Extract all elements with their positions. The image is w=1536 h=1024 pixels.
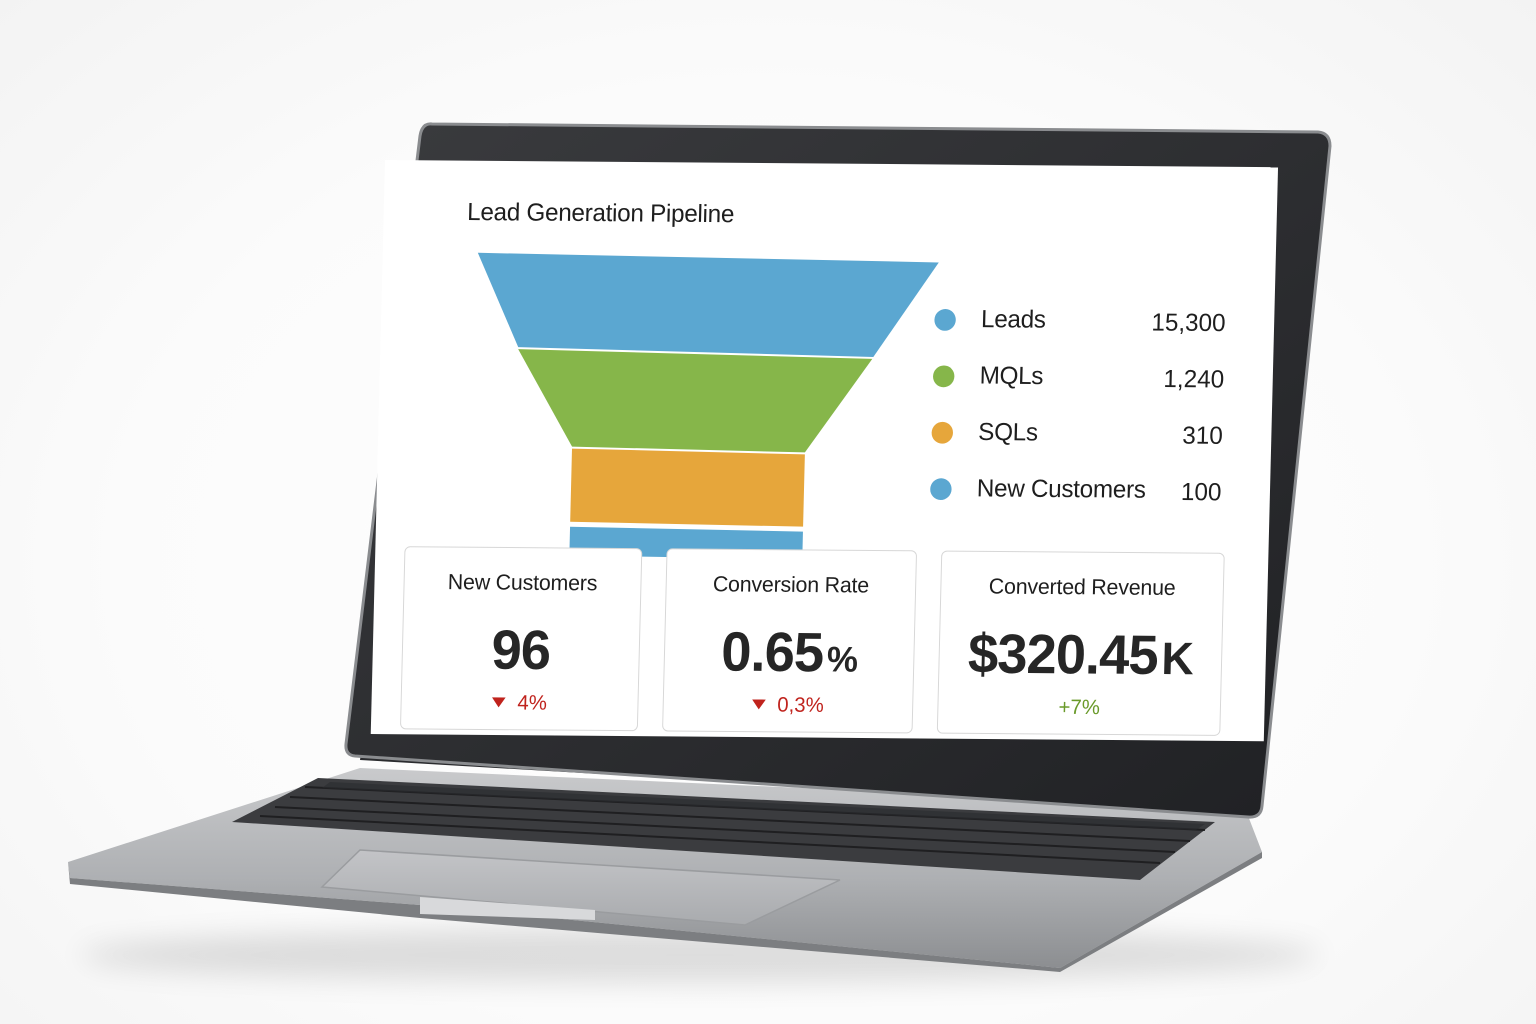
kpi-value-number: $320.45 xyxy=(967,622,1159,686)
kpi-value: 96 xyxy=(402,616,639,682)
legend-item[interactable]: SQLs 310 xyxy=(931,416,1224,475)
legend-item[interactable]: MQLs 1,240 xyxy=(932,359,1225,418)
kpi-title: Conversion Rate xyxy=(712,571,870,598)
legend-item[interactable]: New Customers 100 xyxy=(929,472,1222,531)
legend-value: 310 xyxy=(1181,421,1224,450)
kpi-card-conversion-rate[interactable]: Conversion Rate 0.65% 0,3% xyxy=(662,548,918,734)
funnel-legend: Leads 15,300 MQLs 1,240 SQLs 310 New Customers… xyxy=(929,303,1226,531)
trackpad xyxy=(320,849,841,926)
legend-value: 15,300 xyxy=(1151,308,1226,338)
kpi-value-unit: % xyxy=(826,638,858,680)
funnel-stage-leads[interactable] xyxy=(475,252,939,358)
kpi-value: 0.65% xyxy=(664,619,914,685)
trend-down-icon xyxy=(751,699,766,710)
kpi-change: 4% xyxy=(401,691,637,717)
funnel-stage-mqls[interactable] xyxy=(516,349,873,453)
legend-value: 100 xyxy=(1180,478,1222,507)
legend-dot-icon xyxy=(929,478,952,501)
kpi-change-text: +7% xyxy=(1058,695,1101,720)
legend-dot-icon xyxy=(932,365,955,388)
kpi-title: New Customers xyxy=(447,569,598,596)
kpi-change: 0,3% xyxy=(663,693,912,719)
laptop-notch xyxy=(420,897,595,920)
legend-dot-icon xyxy=(931,421,954,444)
keyboard-key-caps xyxy=(322,782,1205,830)
kpi-card-new-customers[interactable]: New Customers 96 4% xyxy=(399,546,643,732)
kpi-change: +7% xyxy=(938,695,1220,721)
legend-dot-icon xyxy=(934,308,957,331)
dashboard-screen: Lead Generation Pipeline Leads 15,300 MQLs… xyxy=(370,160,1279,742)
kpi-title: Converted Revenue xyxy=(988,573,1176,600)
legend-label: Leads xyxy=(980,305,1047,334)
legend-label: New Customers xyxy=(976,474,1147,504)
trend-down-icon xyxy=(492,697,506,708)
legend-value: 1,240 xyxy=(1163,365,1225,394)
kpi-card-converted-revenue[interactable]: Converted Revenue $320.45K +7% xyxy=(936,550,1225,736)
kpi-value-number: 0.65 xyxy=(720,620,825,684)
kpi-value-number: 96 xyxy=(490,618,551,682)
kpi-value: $320.45K xyxy=(939,621,1222,688)
legend-label: SQLs xyxy=(977,418,1039,447)
kpi-change-text: 0,3% xyxy=(777,693,825,717)
legend-item[interactable]: Leads 15,300 xyxy=(933,303,1226,362)
legend-label: MQLs xyxy=(979,361,1044,390)
kpi-change-text: 4% xyxy=(517,691,548,715)
funnel-chart xyxy=(475,252,939,560)
funnel-stage-sqls[interactable] xyxy=(570,448,805,527)
laptop-lid-rim xyxy=(344,122,1332,819)
kpi-value-unit: K xyxy=(1160,632,1194,685)
